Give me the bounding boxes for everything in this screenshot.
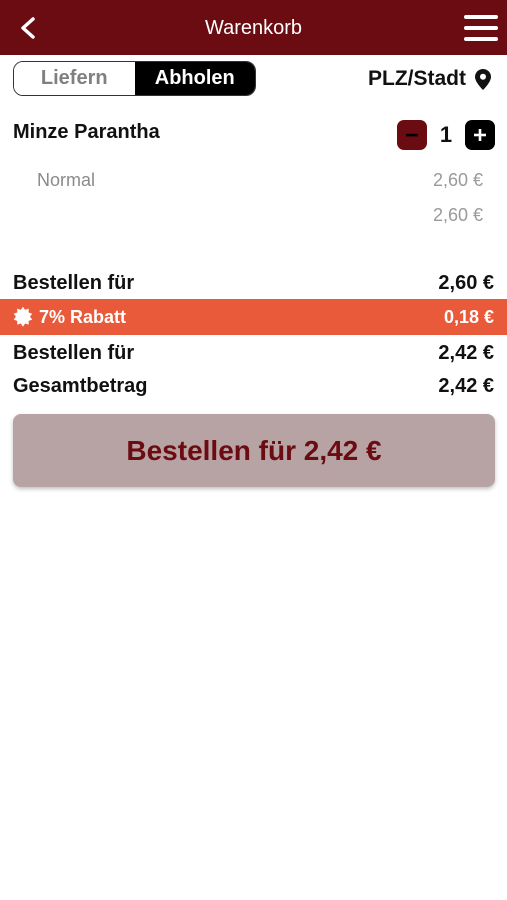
chevron-left-icon (21, 17, 35, 39)
discounted-subtotal-value: 2,42 € (438, 342, 494, 364)
app-header: Warenkorb (0, 0, 507, 55)
increase-quantity-button[interactable] (465, 119, 495, 150)
decrease-quantity-button[interactable] (397, 119, 427, 150)
minus-icon (406, 133, 418, 136)
page-title: Warenkorb (204, 17, 303, 39)
total-value: 2,42 € (438, 375, 494, 397)
plus-icon (474, 128, 486, 141)
discount-value: 0,18 € (443, 306, 494, 327)
back-button[interactable] (12, 12, 44, 44)
subtotal-label: Bestellen für (13, 272, 135, 294)
item-variant-price: 2,60 € (432, 170, 483, 190)
place-order-button[interactable]: Bestellen für 2,42 € (13, 414, 495, 487)
hamburger-line (464, 37, 498, 41)
subtotal-value: 2,60 € (438, 272, 494, 294)
badge-icon (13, 307, 33, 327)
location-label: PLZ/Stadt (368, 67, 466, 90)
discount-banner: 7% Rabatt 0,18 € (0, 299, 507, 335)
quantity-value: 1 (439, 121, 453, 147)
cart-item-name: Minze Parantha (13, 121, 160, 143)
discounted-subtotal-label: Bestellen für (13, 342, 135, 364)
map-pin-icon (475, 68, 491, 90)
discounted-subtotal-row: Bestellen für 2,42 € (13, 342, 494, 365)
toggle-option-pickup[interactable]: Abholen (134, 62, 255, 95)
hamburger-menu-icon (464, 15, 498, 19)
subtotal-row: Bestellen für 2,60 € (13, 272, 494, 295)
item-variant: Normal (37, 170, 96, 190)
delivery-mode-toggle: Liefern Abholen (13, 61, 256, 96)
menu-button[interactable] (464, 15, 498, 41)
total-row: Gesamtbetrag 2,42 € (13, 375, 494, 398)
location-selector[interactable]: PLZ/Stadt (368, 63, 491, 95)
hamburger-line (464, 26, 498, 30)
toggle-option-deliver[interactable]: Liefern (14, 62, 135, 95)
total-label: Gesamtbetrag (13, 375, 148, 397)
item-total-price: 2,60 € (432, 205, 483, 225)
discount-label: 7% Rabatt (39, 306, 127, 327)
quantity-stepper: 1 (397, 119, 495, 150)
